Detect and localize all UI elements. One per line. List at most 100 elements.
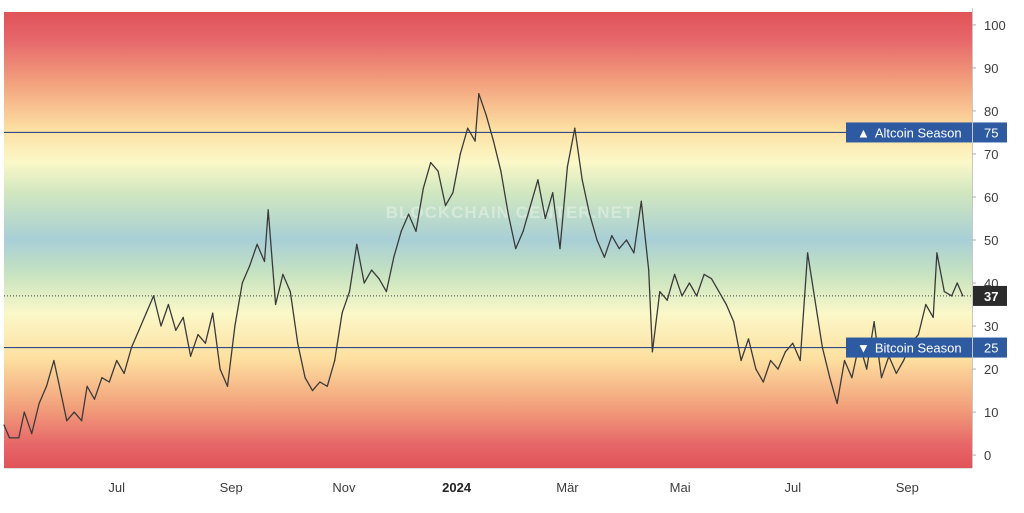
data-point [485, 114, 487, 116]
data-point [275, 303, 277, 306]
data-point [326, 385, 328, 387]
data-point [197, 334, 199, 336]
data-point [529, 205, 532, 207]
data-point [304, 377, 306, 379]
data-point [478, 93, 480, 95]
data-point [153, 295, 155, 297]
data-point [311, 390, 314, 392]
data-point [807, 252, 809, 254]
series-layer [3, 93, 964, 439]
threshold-value-box [973, 122, 1007, 143]
data-point [936, 252, 938, 254]
data-point [725, 303, 727, 306]
data-point [167, 303, 169, 306]
data-point [38, 402, 40, 405]
data-point [267, 209, 269, 211]
y-tick-label: 20 [984, 362, 998, 377]
data-point [23, 411, 25, 413]
data-point [400, 230, 402, 232]
data-point [718, 291, 720, 293]
data-point [60, 394, 62, 396]
data-point [459, 153, 461, 155]
data-point [452, 192, 454, 194]
x-axis-ticks: Jul Sep Nov 2024 Mär Mai Jul Sep [108, 480, 919, 495]
price-labels: ▲ Altcoin Season 75 ▼ Bitcoin Season 25 37 [846, 122, 1007, 358]
data-point [666, 299, 668, 301]
data-point [659, 291, 661, 293]
y-tick-label: 80 [984, 104, 998, 119]
data-point [770, 359, 772, 362]
current-value-box [973, 285, 1007, 306]
series-line [3, 93, 964, 439]
data-point [319, 381, 321, 383]
data-point [334, 359, 336, 362]
x-tick-label: Mai [670, 480, 691, 495]
data-point [204, 342, 206, 344]
threshold-label-box [846, 122, 972, 143]
data-point [492, 140, 495, 142]
data-point [31, 433, 33, 435]
data-point [3, 424, 5, 426]
data-point [234, 325, 236, 327]
data-point [925, 303, 927, 306]
data-point [190, 355, 192, 357]
data-point [574, 127, 576, 129]
data-point [500, 170, 502, 172]
data-point [566, 166, 569, 168]
data-point [385, 291, 387, 293]
data-point [393, 256, 395, 258]
data-point [289, 291, 291, 293]
data-point [762, 381, 764, 383]
data-point [537, 179, 539, 181]
data-point [681, 295, 683, 297]
data-point [747, 338, 750, 340]
data-point [378, 278, 380, 280]
data-point [437, 170, 439, 172]
data-point [581, 179, 583, 181]
data-point [851, 377, 853, 379]
data-point [341, 312, 343, 314]
data-point [625, 239, 628, 241]
data-point [895, 372, 897, 374]
data-point [182, 316, 184, 318]
data-point [130, 346, 133, 349]
data-point [81, 420, 83, 422]
x-tick-label: Nov [332, 480, 356, 495]
data-point [219, 368, 221, 370]
data-point [138, 329, 140, 331]
data-point [249, 265, 251, 267]
data-point [633, 252, 635, 254]
threshold-label-box [846, 337, 972, 358]
data-point [559, 248, 561, 250]
data-point [241, 282, 243, 284]
data-point [674, 273, 676, 275]
x-tick-label: Jul [108, 480, 125, 495]
data-point [956, 282, 958, 284]
y-tick-label: 90 [984, 61, 998, 76]
data-point [356, 243, 358, 245]
data-point [829, 377, 831, 379]
data-point [515, 248, 517, 250]
data-point [873, 321, 875, 323]
data-point [53, 359, 55, 362]
x-tick-label: Mär [556, 480, 579, 495]
data-point [430, 162, 432, 164]
threshold-label-text: ▲ Altcoin Season [857, 125, 962, 140]
threshold-lines [4, 131, 972, 349]
y-tick-label: 100 [984, 18, 1006, 33]
data-point [363, 282, 365, 284]
data-point [589, 213, 591, 215]
threshold-value-box [973, 337, 1007, 358]
y-tick-label: 0 [984, 448, 991, 463]
data-point [866, 368, 868, 370]
data-point [45, 385, 48, 387]
data-point [903, 359, 905, 362]
data-point [101, 377, 103, 379]
data-point [422, 187, 424, 189]
data-point [467, 127, 469, 129]
data-point [108, 381, 110, 383]
data-point [880, 377, 883, 379]
data-point [651, 351, 654, 353]
data-point [175, 329, 177, 331]
